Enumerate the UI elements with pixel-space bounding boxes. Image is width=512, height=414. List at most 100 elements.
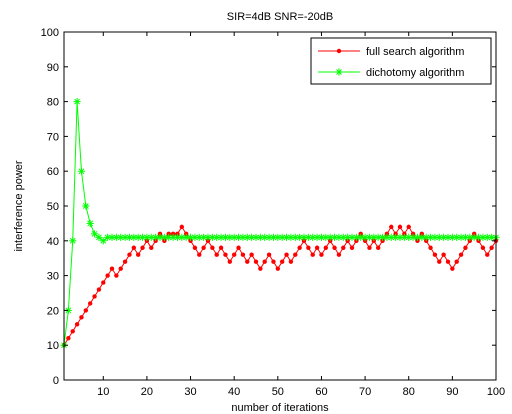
data-point-dichotomy (483, 233, 491, 241)
data-point-full-search (441, 252, 446, 257)
data-point-full-search (297, 245, 302, 250)
data-point-full-search (127, 252, 132, 257)
data-point-dichotomy (86, 219, 94, 227)
data-point-full-search (79, 315, 84, 320)
legend-box (310, 37, 492, 85)
data-point-dichotomy (422, 233, 430, 241)
data-point-full-search (214, 252, 219, 257)
data-point-full-search (179, 224, 185, 230)
data-point-dichotomy (195, 233, 203, 241)
data-point-full-search (450, 266, 455, 271)
data-point-dichotomy (400, 233, 408, 241)
data-point-dichotomy (348, 233, 356, 241)
data-point-full-search (293, 252, 298, 257)
data-point-full-search (454, 259, 459, 264)
data-point-full-search (92, 294, 97, 299)
x-tick-label: 90 (446, 386, 458, 398)
data-point-dichotomy (444, 233, 452, 241)
data-point-full-search (122, 259, 128, 264)
data-point-full-search (458, 252, 464, 257)
y-tick-label: 10 (47, 340, 59, 352)
ticks-layer: 10 20 30 40 50 60 70 80 90 100 0 10 20 30 40 50 60 70 80 90… (41, 27, 506, 398)
data-point-dichotomy (90, 230, 99, 238)
x-tick-label: 50 (272, 386, 284, 398)
data-point-dichotomy (322, 233, 330, 241)
data-point-full-search (332, 245, 337, 250)
data-point-full-search (201, 245, 206, 250)
legend: full search algorithm dichotomy algorith… (310, 37, 492, 85)
plot-area (64, 32, 496, 380)
y-tick-label: 100 (41, 27, 59, 39)
data-point-full-search (310, 252, 315, 257)
data-point-full-search (258, 266, 263, 271)
legend-entries (318, 48, 360, 76)
x-tick-label: 30 (184, 386, 196, 398)
data-point-full-search (149, 245, 154, 250)
data-point-dichotomy (104, 233, 112, 241)
data-point-full-search (389, 224, 394, 230)
data-point-full-search (87, 301, 93, 306)
data-point-full-search (349, 245, 355, 250)
data-point-full-search (105, 273, 110, 278)
data-point-full-search (231, 252, 237, 257)
data-point-full-search (249, 252, 254, 257)
data-point-full-search (192, 245, 198, 250)
data-point-full-search (135, 252, 141, 257)
data-point-full-search (101, 280, 106, 285)
data-point-dichotomy (77, 167, 86, 175)
data-point-dichotomy (82, 202, 90, 210)
data-point-full-search (114, 273, 119, 278)
x-tick-label: 70 (359, 386, 371, 398)
data-point-full-search (240, 252, 246, 257)
data-point-full-search (319, 252, 324, 257)
data-point-full-search (432, 252, 438, 257)
data-point-dichotomy (466, 233, 474, 241)
y-tick-label: 60 (47, 166, 59, 178)
data-point-full-search (480, 245, 486, 250)
x-tick-label: 80 (403, 386, 415, 398)
data-point-full-search (236, 245, 241, 250)
y-tick-label: 90 (47, 62, 59, 74)
data-point-full-search (266, 252, 272, 257)
data-point-full-search (96, 287, 102, 292)
data-point-dichotomy (431, 233, 439, 241)
data-point-full-search (288, 259, 294, 264)
data-point-full-search (245, 259, 250, 264)
data-point-full-search (118, 266, 123, 271)
data-point-dichotomy (143, 233, 151, 241)
chart-title: SIR=4dB SNR=-20dB (227, 11, 333, 23)
data-point-full-search (131, 245, 137, 250)
data-point-dichotomy (200, 233, 208, 241)
x-tick-label: 20 (141, 386, 153, 398)
x-tick-label: 10 (97, 386, 109, 398)
data-point-full-search (341, 245, 346, 250)
data-point-full-search (74, 322, 80, 327)
data-point-full-search (83, 308, 89, 313)
data-point-full-search (306, 245, 311, 250)
data-point-full-search (489, 245, 494, 250)
data-point-full-search (197, 252, 202, 257)
data-point-dichotomy (69, 237, 77, 245)
data-point-full-search (279, 259, 285, 264)
data-point-dichotomy (73, 98, 81, 106)
x-tick-label: 100 (487, 386, 505, 398)
data-point-dichotomy (291, 233, 299, 241)
data-point-full-search (428, 245, 433, 250)
y-tick-label: 50 (47, 201, 59, 213)
y-tick-label: 80 (47, 97, 59, 109)
data-point-dichotomy (435, 233, 443, 241)
data-point-dichotomy (108, 233, 116, 241)
data-point-full-search (66, 336, 71, 341)
x-tick-label: 40 (228, 386, 240, 398)
legend-marker-dichotomy (335, 68, 343, 76)
data-point-full-search (463, 245, 468, 250)
data-point-full-search (397, 224, 403, 230)
data-point-full-search (223, 252, 228, 257)
data-point-full-search (271, 259, 276, 264)
y-tick-label: 20 (47, 305, 59, 317)
data-point-full-search (367, 245, 372, 250)
data-point-dichotomy (173, 233, 182, 241)
data-point-full-search (314, 245, 320, 250)
y-tick-label: 0 (53, 375, 59, 387)
